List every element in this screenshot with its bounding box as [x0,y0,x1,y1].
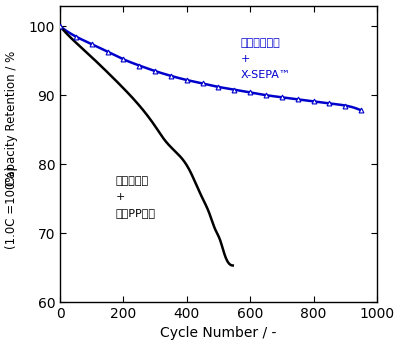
Text: 耐高温電解液: 耐高温電解液 [241,38,280,48]
Text: X-SEPA™: X-SEPA™ [241,70,291,80]
Text: +: + [241,54,250,64]
X-axis label: Cycle Number / -: Cycle Number / - [160,326,277,340]
Text: (1.0C =100%): (1.0C =100%) [4,166,18,249]
Text: 汎用PPセパ: 汎用PPセパ [116,208,156,218]
Text: Capacity Retention / %: Capacity Retention / % [4,51,18,186]
Text: 汎用電解液: 汎用電解液 [116,176,149,186]
Text: +: + [116,192,125,202]
